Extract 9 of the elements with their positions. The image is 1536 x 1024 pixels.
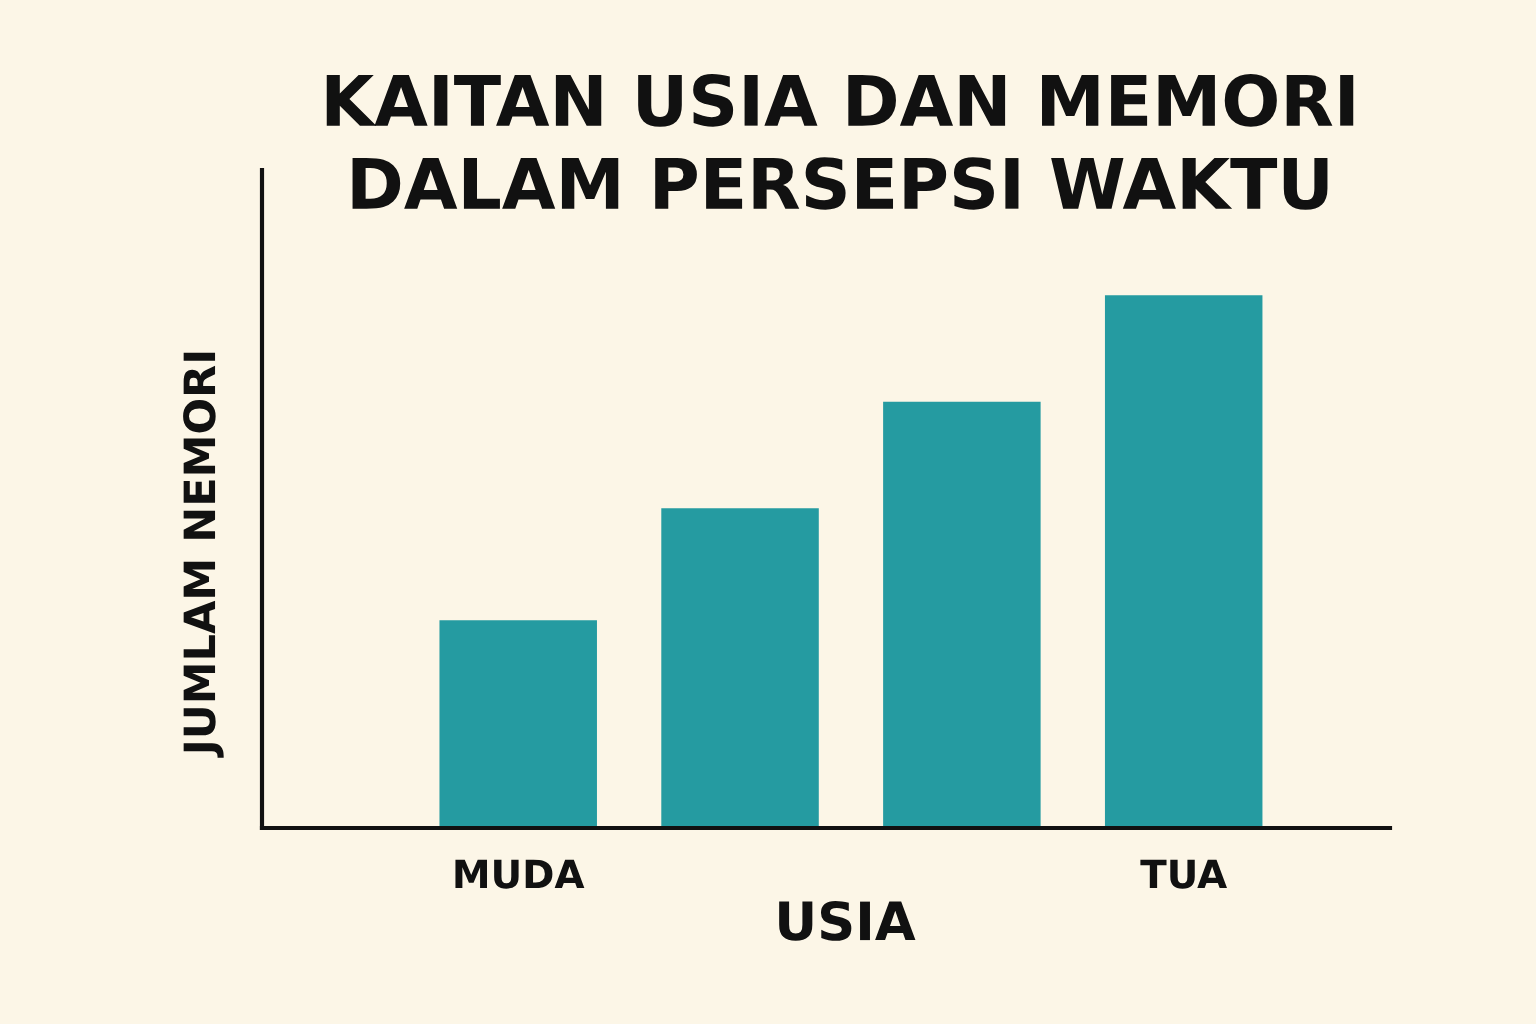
y-axis-title: JUMLAM NEMORI: [183, 352, 224, 758]
x-tick-label: MUDA: [455, 859, 585, 889]
bar: [1104, 295, 1263, 828]
bar: [439, 620, 597, 828]
chart-title: KAITAN USIA DAN MEMORI DALAM PERSEPSI WAKTU: [326, 74, 1354, 210]
x-axis-title: USIA: [779, 900, 916, 941]
bar: [661, 508, 819, 828]
x-tick-label: TUA: [1140, 859, 1227, 889]
bar: [883, 401, 1041, 828]
